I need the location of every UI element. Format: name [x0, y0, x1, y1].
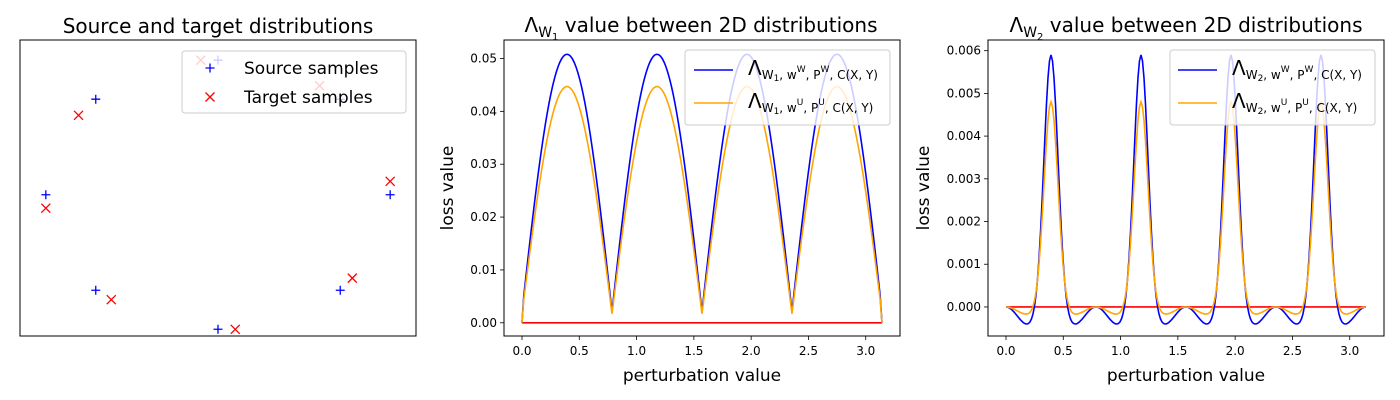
- x-tick-label: 2.0: [1226, 344, 1245, 358]
- x-tick-label: 0.5: [1054, 344, 1073, 358]
- scatter-panel: Source and target distributions Source s…: [19, 14, 417, 337]
- target-sample-point: [40, 203, 51, 214]
- target-sample-point: [385, 176, 396, 187]
- legend-marker-source-glyph: [205, 63, 215, 73]
- w1-legend-box: [684, 49, 891, 126]
- x-tick-label: 0.0: [512, 344, 531, 358]
- x-tick-label: 0.0: [996, 344, 1015, 358]
- w2-legend-label-1: ΛW2, wW, PW, C(X, Y): [1232, 56, 1362, 84]
- w1-panel: ΛW1 value between 2D distributions 0.0 0.…: [438, 13, 901, 386]
- target-sample-point: [230, 324, 241, 335]
- source-sample-point: [335, 285, 345, 295]
- w1-legend: ΛW1, wW, PW, C(X, Y) ΛW1, wU, PU, C(X, Y…: [684, 49, 891, 126]
- y-tick-label: 0.005: [947, 86, 981, 100]
- w1-title: ΛW1 value between 2D distributions: [525, 13, 878, 43]
- source-sample-point: [213, 324, 223, 334]
- y-tick-label: 0.03: [470, 157, 497, 171]
- scatter-axes-frame: [19, 39, 417, 337]
- legend-marker-target: [205, 92, 215, 102]
- w2-title-sub: W: [1023, 25, 1037, 41]
- w1-title-subsub: 1: [552, 32, 558, 43]
- w2-title: ΛW2 value between 2D distributions: [1010, 13, 1363, 43]
- w2-panel: ΛW2 value between 2D distributions 0.0 0.…: [914, 13, 1385, 386]
- legend-marker-source: [205, 63, 215, 73]
- y-tick-label: 0.001: [947, 257, 981, 271]
- x-tick-label: 1.5: [1168, 344, 1187, 358]
- x-tick-label: 1.0: [1111, 344, 1130, 358]
- w2-legend: ΛW2, wW, PW, C(X, Y) ΛW2, wU, PU, C(X, Y…: [1169, 49, 1376, 126]
- w2-legend-box: [1169, 49, 1376, 126]
- w1-axes-frame: [503, 39, 901, 337]
- w2-legend-label-2: ΛW2, wU, PU, C(X, Y): [1232, 89, 1357, 117]
- scatter-legend-box: [181, 50, 407, 114]
- legend-label-target: Target samples: [243, 88, 373, 108]
- w1-title-lambda: Λ: [525, 13, 539, 37]
- y-tick-label: 0.01: [470, 263, 497, 277]
- y-tick-label: 0.002: [947, 215, 981, 229]
- target-sample-point: [347, 273, 358, 284]
- w2-xlabel: perturbation value: [1107, 366, 1265, 386]
- w2-axes-frame: [987, 39, 1385, 337]
- y-tick-label: 0.02: [470, 210, 497, 224]
- x-tick-label: 3.0: [1340, 344, 1359, 358]
- w2-title-rest: value between 2D distributions: [1043, 13, 1362, 37]
- source-sample-point: [91, 285, 101, 295]
- w1-xlabel: perturbation value: [623, 366, 781, 386]
- y-tick-label: 0.004: [947, 129, 981, 143]
- w1-legend-label-1: ΛW1, wW, PW, C(X, Y): [748, 56, 878, 84]
- w1-title-rest: value between 2D distributions: [558, 13, 877, 37]
- source-sample-point: [41, 190, 51, 200]
- legend-marker-target-glyph: [205, 92, 215, 102]
- w1-ylabel: loss value: [438, 146, 458, 231]
- target-sample-point: [73, 110, 84, 121]
- x-tick-label: 0.5: [570, 344, 589, 358]
- y-tick-label: 0.003: [947, 172, 981, 186]
- y-tick-label: 0.00: [470, 316, 497, 330]
- scatter-title: Source and target distributions: [63, 14, 374, 38]
- w2-ticks: 0.0 0.5 1.0 1.5 2.0 2.5 3.0 0.000 0.001 0.002 0.00…: [947, 44, 1360, 358]
- x-tick-label: 3.0: [856, 344, 875, 358]
- x-tick-label: 1.0: [627, 344, 646, 358]
- target-sample-point: [106, 294, 117, 305]
- source-sample-point: [91, 94, 101, 104]
- series-uniform-line: [1005, 99, 1367, 315]
- w2-title-lambda: Λ: [1010, 13, 1024, 37]
- scatter-legend: Source samples Target samples: [181, 50, 407, 114]
- source-sample-point: [385, 190, 395, 200]
- w2-curves: [1005, 54, 1367, 325]
- y-tick-label: 0.000: [947, 300, 981, 314]
- legend-label-source: Source samples: [244, 59, 379, 79]
- w1-title-sub: W: [538, 25, 552, 41]
- x-tick-label: 2.5: [799, 344, 818, 358]
- w1-legend-label-2: ΛW1, wU, PU, C(X, Y): [748, 89, 873, 117]
- w2-ylabel: loss value: [914, 146, 934, 231]
- x-tick-label: 2.0: [742, 344, 761, 358]
- x-tick-label: 2.5: [1283, 344, 1302, 358]
- w1-ticks: 0.0 0.5 1.0 1.5 2.0 2.5 3.0 0.00 0.01 0.02 0.03 0.0…: [470, 52, 875, 359]
- y-tick-label: 0.006: [947, 44, 981, 58]
- y-tick-label: 0.05: [470, 52, 497, 66]
- x-tick-label: 1.5: [684, 344, 703, 358]
- y-tick-label: 0.04: [470, 104, 497, 118]
- w2-title-subsub: 2: [1037, 32, 1043, 43]
